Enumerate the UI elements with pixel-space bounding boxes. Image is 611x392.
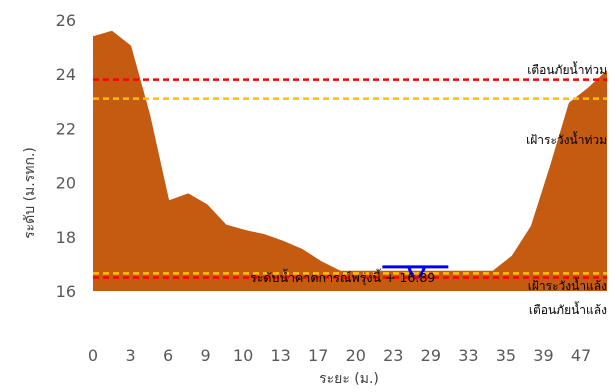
x-tick-label: 17 bbox=[308, 346, 328, 365]
y-tick-label: 18 bbox=[56, 228, 76, 247]
y-tick-label: 24 bbox=[56, 65, 76, 84]
terrain-area bbox=[93, 30, 607, 292]
y-tick-label: 16 bbox=[56, 282, 76, 301]
level-label-drought-watch: เฝ้าระวังน้ำแล้ง bbox=[528, 277, 607, 293]
x-tick-label: 23 bbox=[383, 346, 403, 365]
x-tick-label: 10 bbox=[233, 346, 253, 365]
x-tick-label: 13 bbox=[271, 346, 291, 365]
forecast-label: ระดับน้ำคาดการณ์พรุ่งนี้ + 16.89 bbox=[250, 268, 435, 286]
axis-ticks: 16 18 20 22 24 26 0 3 6 9 10 13 17 20 23 29 33 35 39 47 bbox=[56, 11, 592, 365]
level-label-flood-watch: เฝ้าระวังน้ำท่วม bbox=[526, 131, 607, 147]
x-tick-label: 29 bbox=[421, 346, 441, 365]
y-axis-title: ระดับ (ม.รทก.) bbox=[22, 147, 38, 239]
y-tick-label: 20 bbox=[56, 174, 76, 193]
x-tick-label: 47 bbox=[571, 346, 591, 365]
x-tick-label: 39 bbox=[533, 346, 553, 365]
x-tick-label: 20 bbox=[346, 346, 366, 365]
x-tick-label: 9 bbox=[201, 346, 211, 365]
x-tick-label: 6 bbox=[163, 346, 173, 365]
x-tick-label: 33 bbox=[458, 346, 478, 365]
x-tick-label: 0 bbox=[88, 346, 98, 365]
y-tick-label: 26 bbox=[56, 11, 76, 30]
plot-area bbox=[93, 30, 607, 292]
annotations: เตือนภัยน้ำท่วมเฝ้าระวังน้ำท่วมเฝ้าระวัง… bbox=[250, 61, 607, 317]
level-label-drought-warning: เตือนภัยน้ำแล้ง bbox=[529, 301, 607, 317]
level-label-flood-warning: เตือนภัยน้ำท่วม bbox=[527, 61, 607, 77]
x-tick-label: 3 bbox=[125, 346, 135, 365]
x-tick-label: 35 bbox=[496, 346, 516, 365]
y-tick-label: 22 bbox=[56, 119, 76, 138]
x-axis-title: ระยะ (ม.) bbox=[319, 371, 379, 387]
